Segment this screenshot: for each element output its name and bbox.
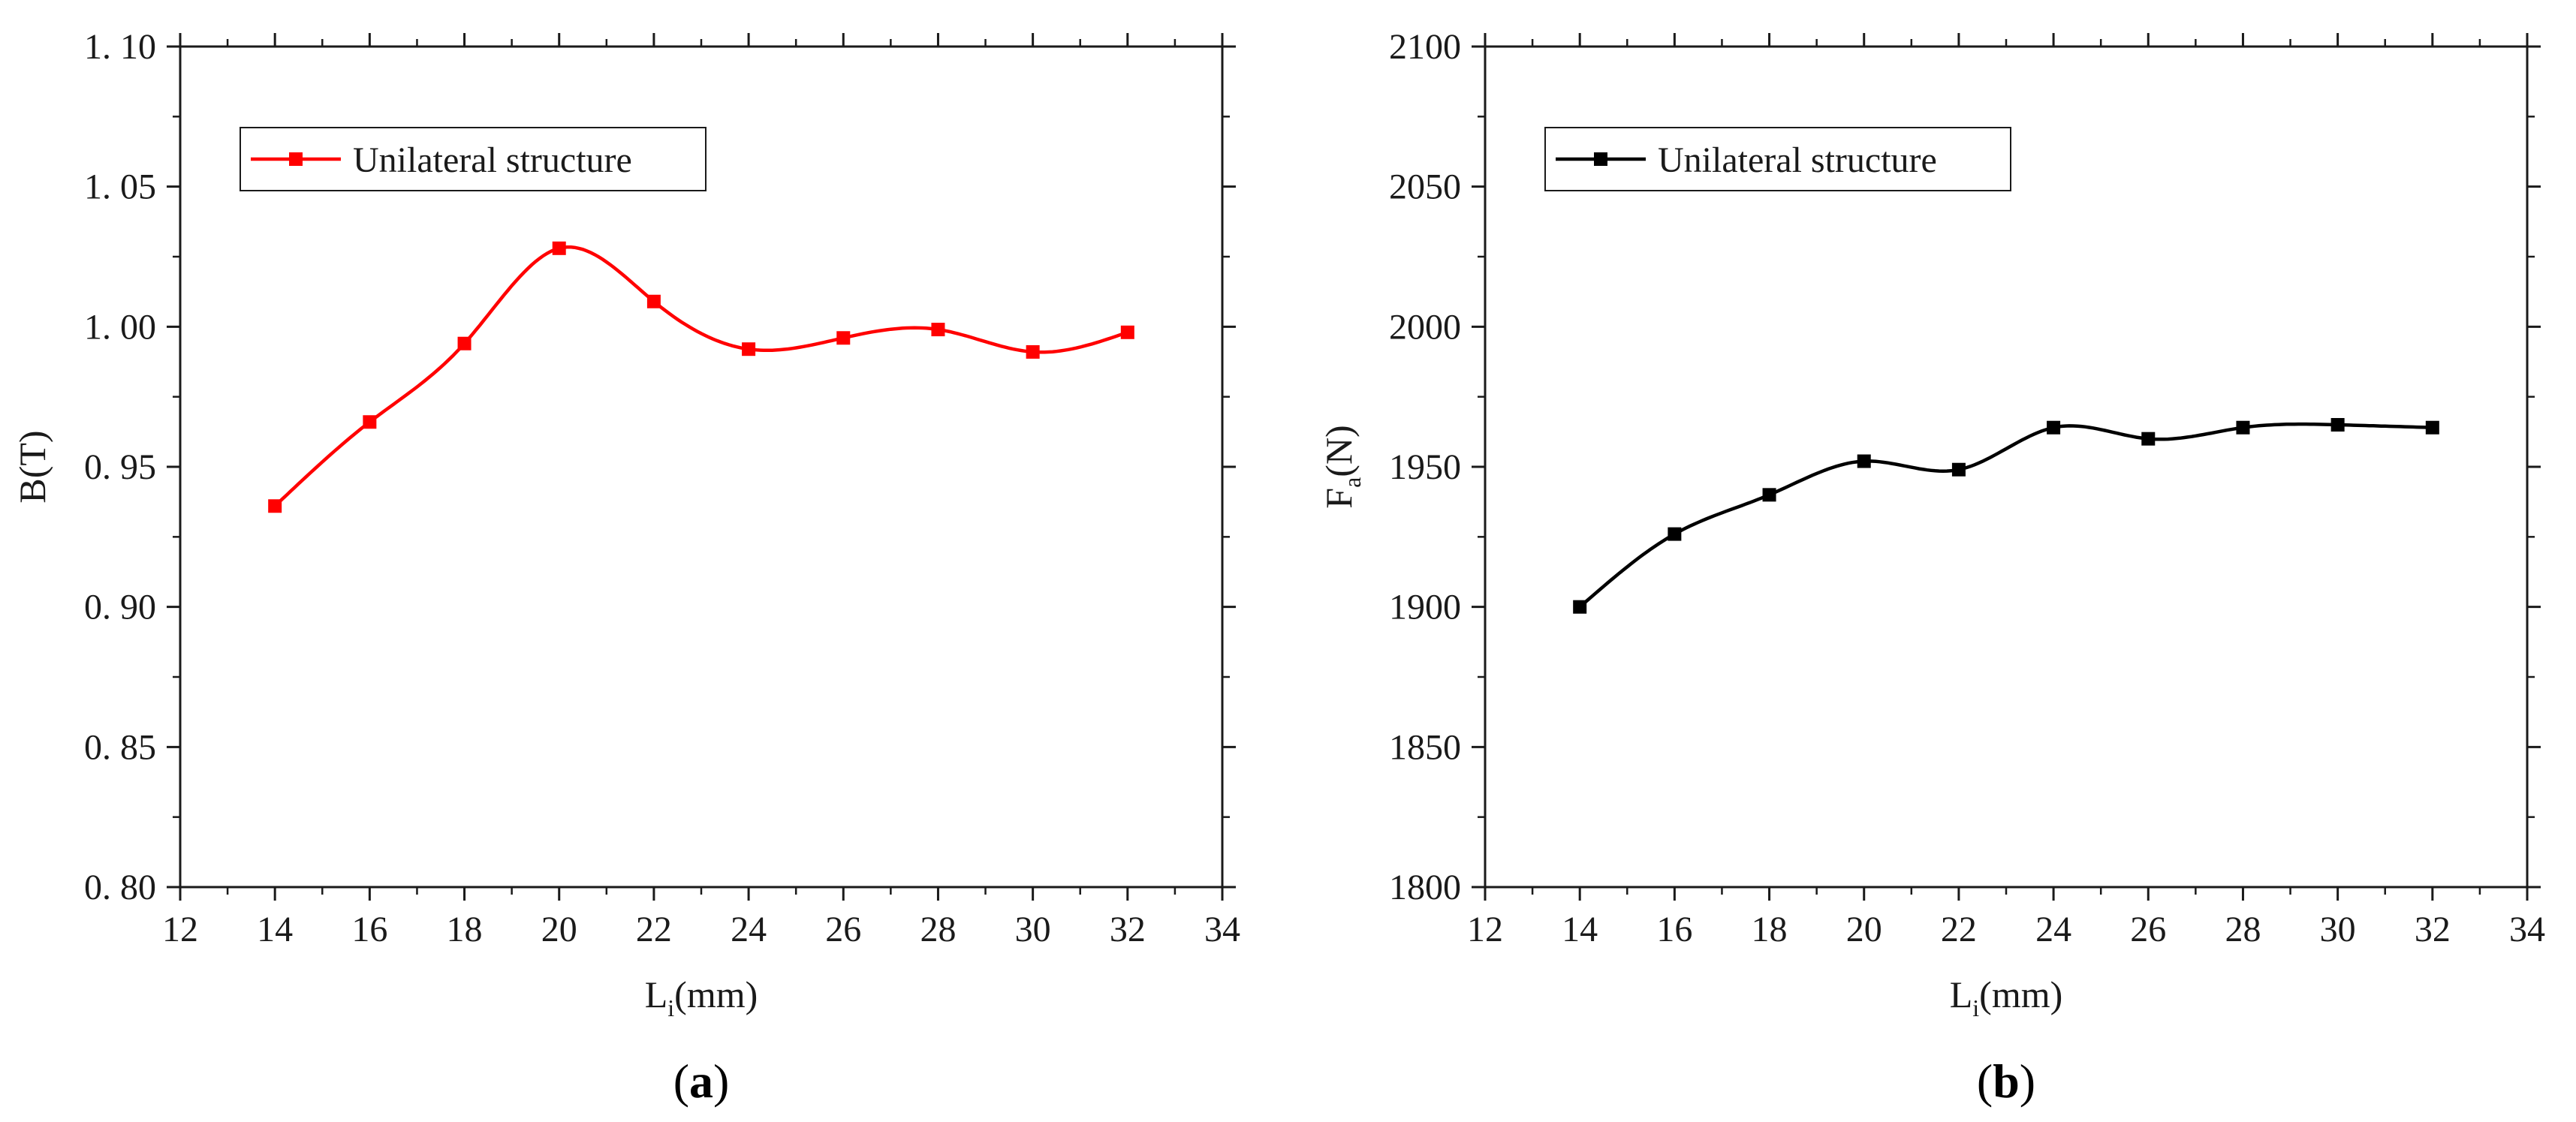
caption-open-paren: ( <box>1977 1054 1993 1108</box>
data-point <box>2141 432 2156 446</box>
legend-swatch-marker <box>1594 152 1607 166</box>
x-axis-title-subscript: i <box>1972 994 1979 1021</box>
x-tick-label: 32 <box>2415 910 2451 949</box>
x-axis-title-unit: (mm) <box>1979 973 2062 1015</box>
x-tick-label: 32 <box>1110 910 1146 949</box>
y-axis-title-main: F <box>1318 488 1360 509</box>
x-tick-label: 18 <box>1752 910 1788 949</box>
caption-close-paren: ) <box>2020 1054 2035 1108</box>
data-point <box>1120 325 1134 339</box>
x-axis-title-main: L <box>645 973 668 1015</box>
data-point <box>1026 344 1040 359</box>
x-tick-label: 30 <box>1015 910 1051 949</box>
data-point <box>363 415 377 429</box>
x-tick-label: 34 <box>1204 910 1240 949</box>
x-tick-label: 26 <box>2130 910 2166 949</box>
y-axis-title-main: B(T) <box>11 430 53 503</box>
data-point <box>1668 527 1682 541</box>
caption-letter: b <box>1993 1054 2020 1108</box>
data-point <box>1762 488 1776 502</box>
legend: Unilateral structure <box>240 127 707 191</box>
x-tick-label: 30 <box>2320 910 2356 949</box>
y-axis-title: Fa(N) <box>1318 425 1366 508</box>
series-line <box>273 245 1128 507</box>
x-tick-label: 22 <box>1941 910 1977 949</box>
y-tick-label: 1. 00 <box>84 307 156 347</box>
caption-letter: a <box>689 1054 713 1108</box>
x-tick-label: 16 <box>1656 910 1692 949</box>
x-tick-label: 20 <box>1846 910 1882 949</box>
caption-close-paren: ) <box>713 1054 729 1108</box>
y-tick-label: 1950 <box>1389 447 1461 487</box>
y-tick-label: 0. 95 <box>84 447 156 487</box>
y-tick-label: 1800 <box>1389 868 1461 907</box>
panel-a: 12 14 16 18 20 22 24 26 28 30 32 34 0. 80 0. 85 0. 90 0… <box>11 27 1240 1108</box>
x-tick-label: 16 <box>351 910 387 949</box>
x-tick-label: 34 <box>2509 910 2545 949</box>
data-point <box>836 331 851 345</box>
panel-caption: (a) <box>673 1054 730 1108</box>
x-tick-label: 24 <box>2035 910 2071 949</box>
y-tick-label: 2100 <box>1389 27 1461 67</box>
y-tick-label: 0. 80 <box>84 868 156 907</box>
x-axis-title: Li(mm) <box>1950 973 2063 1021</box>
x-axis-title-main: L <box>1950 973 1973 1015</box>
y-tick-label: 2050 <box>1389 167 1461 207</box>
x-tick-label: 12 <box>1467 910 1503 949</box>
data-point <box>742 342 756 356</box>
data-point <box>2236 420 2250 435</box>
x-axis-title-subscript: i <box>667 994 674 1021</box>
y-tick-label: 2000 <box>1389 307 1461 347</box>
x-tick-label: 28 <box>2225 910 2261 949</box>
x-tick-label: 28 <box>920 910 956 949</box>
x-tick-label: 24 <box>731 910 767 949</box>
y-axis-title-unit: (N) <box>1318 425 1360 477</box>
y-axis-title: B(T) <box>11 430 53 503</box>
panel-b: 12 14 16 18 20 22 24 26 28 30 32 34 1800 1850 1900 1950… <box>1318 27 2545 1108</box>
y-tick-label: 0. 85 <box>84 727 156 767</box>
data-point <box>1951 462 1966 477</box>
y-tick-label: 1850 <box>1389 727 1461 767</box>
data-point <box>2330 418 2345 432</box>
series-line <box>1578 422 2433 609</box>
data-point <box>2047 420 2061 435</box>
x-tick-label: 14 <box>257 910 293 949</box>
y-axis-title-subscript: a <box>1339 477 1366 488</box>
y-tick-label: 0. 90 <box>84 588 156 627</box>
panel-caption: (b) <box>1977 1054 2035 1108</box>
x-axis-title: Li(mm) <box>645 973 758 1021</box>
data-point <box>552 241 566 255</box>
y-tick-label: 1. 10 <box>84 27 156 67</box>
data-point <box>1857 454 1871 468</box>
data-point <box>931 323 945 337</box>
x-tick-label: 12 <box>162 910 198 949</box>
legend-label: Unilateral structure <box>353 140 632 180</box>
x-tick-label: 22 <box>636 910 672 949</box>
data-point <box>268 499 282 513</box>
caption-open-paren: ( <box>673 1054 689 1108</box>
x-tick-label: 18 <box>447 910 483 949</box>
x-axis-title-unit: (mm) <box>674 973 758 1015</box>
x-tick-label: 14 <box>1562 910 1598 949</box>
data-point <box>457 336 472 350</box>
y-tick-label: 1. 05 <box>84 167 156 207</box>
data-point <box>646 294 661 308</box>
x-tick-label: 26 <box>825 910 861 949</box>
data-point <box>1573 600 1587 614</box>
data-point <box>2425 420 2439 435</box>
legend-label: Unilateral structure <box>1658 140 1937 180</box>
legend-swatch-marker <box>289 152 303 166</box>
y-tick-label: 1900 <box>1389 588 1461 627</box>
legend: Unilateral structure <box>1544 127 2011 191</box>
x-tick-label: 20 <box>541 910 577 949</box>
